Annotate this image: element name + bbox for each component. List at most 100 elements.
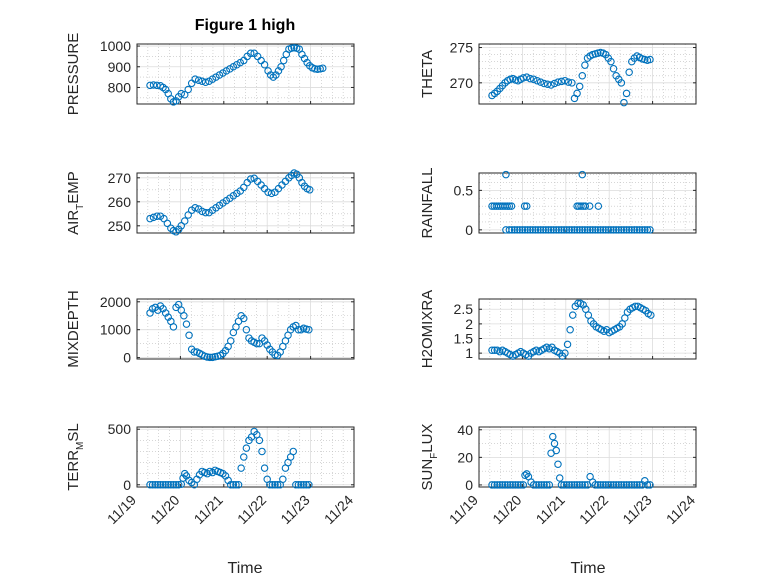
data-point (552, 226, 561, 234)
data-point (575, 226, 584, 234)
y-tick-label: 2000 (100, 294, 131, 310)
y-tick-label: 0 (123, 350, 131, 366)
data-point (529, 226, 537, 234)
data-point (554, 78, 562, 86)
data-point (496, 481, 504, 489)
data-point (617, 79, 626, 87)
data-point (180, 469, 189, 478)
data-point (554, 460, 562, 468)
data-point (160, 214, 168, 223)
data-point (191, 204, 199, 212)
data-point (550, 439, 559, 448)
data-point (146, 214, 154, 223)
data-point (305, 186, 314, 194)
y-tick-label: 270 (450, 75, 474, 91)
data-point (646, 226, 654, 234)
data-point (568, 226, 576, 234)
data-point (279, 475, 287, 483)
data-point (570, 226, 579, 234)
data-point (555, 474, 564, 482)
data-point (596, 226, 605, 234)
data-point (299, 481, 308, 489)
data-point (302, 481, 311, 489)
data-point (503, 202, 511, 210)
data-point (206, 353, 214, 362)
data-point (240, 453, 248, 461)
data-point (622, 226, 631, 234)
data-point (647, 311, 655, 319)
data-point (573, 226, 581, 234)
data-point (620, 98, 628, 107)
y-tick-label: 40 (457, 422, 473, 438)
data-point (518, 226, 527, 234)
data-point (635, 481, 644, 489)
data-point (164, 481, 172, 489)
data-point (503, 481, 512, 489)
y-tick-label: 250 (108, 218, 132, 234)
data-point (573, 481, 581, 489)
data-point (498, 481, 507, 489)
data-point (182, 320, 191, 328)
x-tick-label: 11/19 (104, 492, 140, 528)
data-point (622, 481, 631, 489)
data-point (519, 481, 528, 489)
data-point (521, 226, 529, 234)
data-point (638, 226, 646, 234)
data-point (255, 436, 264, 445)
data-point (526, 74, 534, 83)
data-point (562, 481, 571, 489)
y-tick-label: 275 (450, 40, 474, 56)
data-point (646, 55, 654, 64)
data-point (607, 481, 615, 489)
data-point (242, 325, 251, 334)
data-point (643, 481, 652, 489)
data-point (246, 175, 255, 183)
data-point (260, 60, 269, 69)
data-point (614, 226, 623, 234)
x-tick-label: 11/21 (191, 492, 227, 528)
subplot-sun_flux: 0 20 40 11/19 11/20 11/21 11/22 11/23 11/24 SUNFL… (419, 422, 698, 527)
x-tick-label: 11/20 (147, 492, 183, 528)
data-point (268, 481, 277, 489)
data-point (568, 79, 576, 87)
data-point (561, 76, 569, 85)
data-point (578, 226, 587, 234)
data-point (536, 78, 545, 86)
data-point (185, 331, 193, 340)
y-tick-label: 0 (465, 222, 473, 238)
data-point (539, 226, 547, 234)
data-point (543, 80, 552, 88)
axes-box (136, 172, 355, 234)
data-point (240, 183, 248, 192)
data-point (203, 353, 212, 361)
data-point (550, 79, 559, 88)
data-point (516, 481, 525, 489)
data-point (522, 73, 531, 81)
subplot-pressure: 800 900 1000 PRESSURE (65, 33, 355, 115)
data-point (177, 222, 186, 230)
data-point (537, 481, 546, 489)
data-point (628, 481, 636, 489)
axes-box (136, 426, 355, 488)
data-point (594, 481, 602, 489)
data-point (533, 76, 541, 85)
subplot-mixdepth: 0 1000 2000 MIXDEPTH (65, 290, 355, 368)
data-point (609, 64, 618, 73)
data-point (581, 226, 589, 234)
data-point (578, 481, 587, 489)
data-point (510, 226, 519, 234)
data-point (297, 481, 305, 489)
data-point (540, 481, 548, 489)
data-point (557, 226, 566, 234)
data-point (311, 65, 319, 73)
y-tick-label: 1000 (100, 38, 131, 54)
data-point (253, 339, 261, 348)
data-point (594, 202, 603, 210)
subplot-theta: 270 275 THETA (419, 40, 697, 107)
data-point (246, 49, 255, 58)
x-tick-label: 11/19 (446, 492, 482, 528)
data-point (266, 481, 274, 489)
data-point (149, 213, 158, 222)
data-point (625, 481, 633, 489)
data-point (532, 481, 541, 489)
